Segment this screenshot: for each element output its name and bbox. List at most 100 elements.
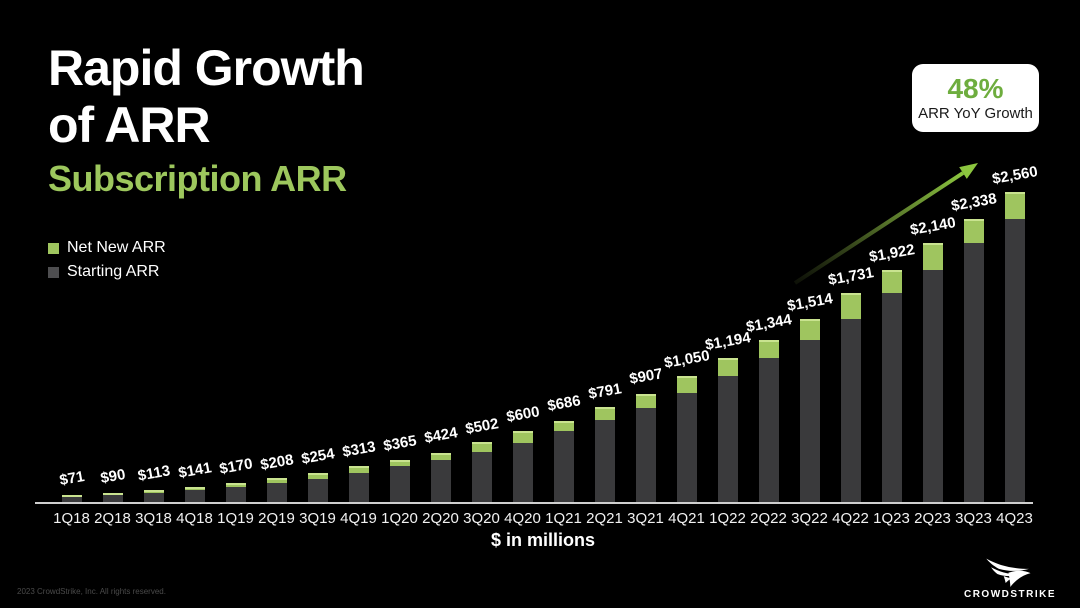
net-new-arr-segment — [758, 340, 779, 358]
bar-stack — [799, 319, 820, 504]
net-new-arr-segment — [922, 243, 943, 270]
bar-stack — [676, 376, 697, 504]
badge-value: 48% — [947, 73, 1004, 104]
net-new-arr-segment — [840, 293, 861, 319]
bar-group: $254 — [297, 192, 338, 504]
net-new-arr-segment — [184, 487, 205, 490]
x-axis-line — [35, 502, 1033, 504]
starting-arr-segment — [184, 490, 205, 504]
bar-group: $424 — [420, 192, 461, 504]
x-axis-tick-label: 3Q18 — [135, 510, 172, 527]
bar-stack — [512, 431, 533, 504]
bar-stack — [758, 340, 779, 504]
legend-item-net-new-arr: Net New ARR — [48, 236, 166, 260]
bar-stack — [143, 490, 164, 504]
x-axis-ticks: 1Q18 2Q18 3Q18 4Q18 1Q19 2Q19 3Q19 4Q19 1Q20 2Q20… — [51, 510, 1035, 530]
net-new-arr-segment — [307, 473, 328, 479]
x-axis-tick-label: 4Q20 — [504, 510, 541, 527]
x-axis-tick-label: 1Q23 — [873, 510, 910, 527]
bar-value-label: $1,194 — [703, 329, 752, 355]
bar-stack — [840, 293, 861, 504]
x-axis-tick-label: 1Q19 — [217, 510, 254, 527]
bar-group: $113 — [133, 192, 174, 504]
bar-value-label: $254 — [299, 445, 336, 468]
bar-group: $2,140 — [908, 192, 957, 504]
x-axis-tick-label: 1Q22 — [709, 510, 746, 527]
x-axis-tick-label: 2Q23 — [914, 510, 951, 527]
starting-arr-segment — [348, 473, 369, 504]
bar-value-label: $2,560 — [990, 163, 1039, 188]
bar-stack — [922, 243, 943, 504]
copyright-text: 2023 CrowdStrike, Inc. All rights reserv… — [17, 587, 166, 596]
bar-value-label: $502 — [463, 415, 500, 438]
bar-value-label: $600 — [504, 403, 541, 426]
bar-group: $365 — [379, 192, 420, 504]
net-new-arr-segment — [594, 407, 615, 420]
slide-subtitle: Subscription ARR — [48, 158, 347, 199]
net-new-arr-segment — [143, 490, 164, 493]
starting-arr-segment — [1004, 219, 1025, 504]
starting-arr-segment — [61, 497, 82, 504]
net-new-arr-segment — [635, 394, 656, 408]
bar-stack — [389, 460, 410, 504]
bar-group: $2,560 — [990, 163, 1039, 504]
bar-group: $686 — [543, 192, 584, 504]
bar-value-label: $1,344 — [744, 311, 793, 337]
bar-stack — [635, 394, 656, 504]
net-new-arr-segment — [266, 478, 287, 483]
bar-stack — [963, 219, 984, 504]
bar-group: $791 — [584, 192, 625, 504]
bar-value-label: $90 — [98, 465, 127, 488]
x-axis-tick-label: 2Q21 — [586, 510, 623, 527]
bar-stack — [471, 442, 492, 504]
net-new-arr-segment — [717, 358, 738, 376]
bar-value-label: $791 — [586, 379, 623, 403]
chart-legend: Net New ARR Starting ARR — [48, 236, 166, 284]
net-new-arr-segment — [430, 453, 451, 460]
bar-value-label: $141 — [176, 459, 213, 482]
page-title: Rapid Growth of ARR — [48, 40, 365, 154]
x-axis-tick-label: 4Q21 — [668, 510, 705, 527]
starting-arr-segment — [553, 431, 574, 504]
bar-value-label: $113 — [135, 462, 172, 485]
net-new-arr-segment — [1004, 192, 1025, 219]
bar-value-label: $208 — [258, 450, 295, 474]
net-new-arr-segment — [102, 493, 123, 495]
x-axis-tick-label: 4Q19 — [340, 510, 377, 527]
starting-arr-swatch-icon — [48, 266, 59, 278]
x-axis-title: $ in millions — [490, 530, 596, 550]
net-new-arr-segment — [61, 495, 82, 497]
x-axis-tick-label: 3Q21 — [627, 510, 664, 527]
x-axis-tick-label: 2Q20 — [422, 510, 459, 527]
bar-value-label: $1,514 — [785, 290, 834, 316]
bar-group: $90 — [92, 192, 133, 504]
x-axis-tick-label: 4Q22 — [832, 510, 869, 527]
starting-arr-segment — [102, 495, 123, 504]
bar-group: $1,194 — [703, 192, 752, 504]
net-new-arr-segment — [676, 376, 697, 393]
net-new-arr-segment — [471, 442, 492, 452]
bar-stack — [553, 421, 574, 504]
bar-group: $600 — [502, 192, 543, 504]
arr-growth-badge: 48% ARR YoY Growth — [912, 64, 1039, 132]
bar-value-label: $365 — [381, 431, 418, 455]
bar-group: $1,050 — [662, 192, 711, 504]
x-axis-tick-label: 3Q22 — [791, 510, 828, 527]
starting-arr-segment — [512, 443, 533, 504]
net-new-arr-segment — [225, 483, 246, 487]
starting-arr-segment — [799, 340, 820, 504]
starting-arr-segment — [594, 420, 615, 504]
x-axis-tick-label: 4Q18 — [176, 510, 213, 527]
bar-value-label: $1,731 — [826, 264, 875, 289]
bar-stack — [594, 407, 615, 504]
bar-group: $170 — [215, 192, 256, 504]
bar-group: $313 — [338, 192, 379, 504]
bar-stack — [266, 478, 287, 504]
bar-value-label: $1,922 — [867, 240, 916, 266]
bar-value-label: $1,050 — [662, 347, 711, 372]
starting-arr-segment — [963, 243, 984, 504]
starting-arr-segment — [635, 408, 656, 504]
bar-value-label: $71 — [57, 468, 86, 490]
bar-stack — [348, 466, 369, 504]
x-axis-tick-label: 1Q21 — [545, 510, 582, 527]
